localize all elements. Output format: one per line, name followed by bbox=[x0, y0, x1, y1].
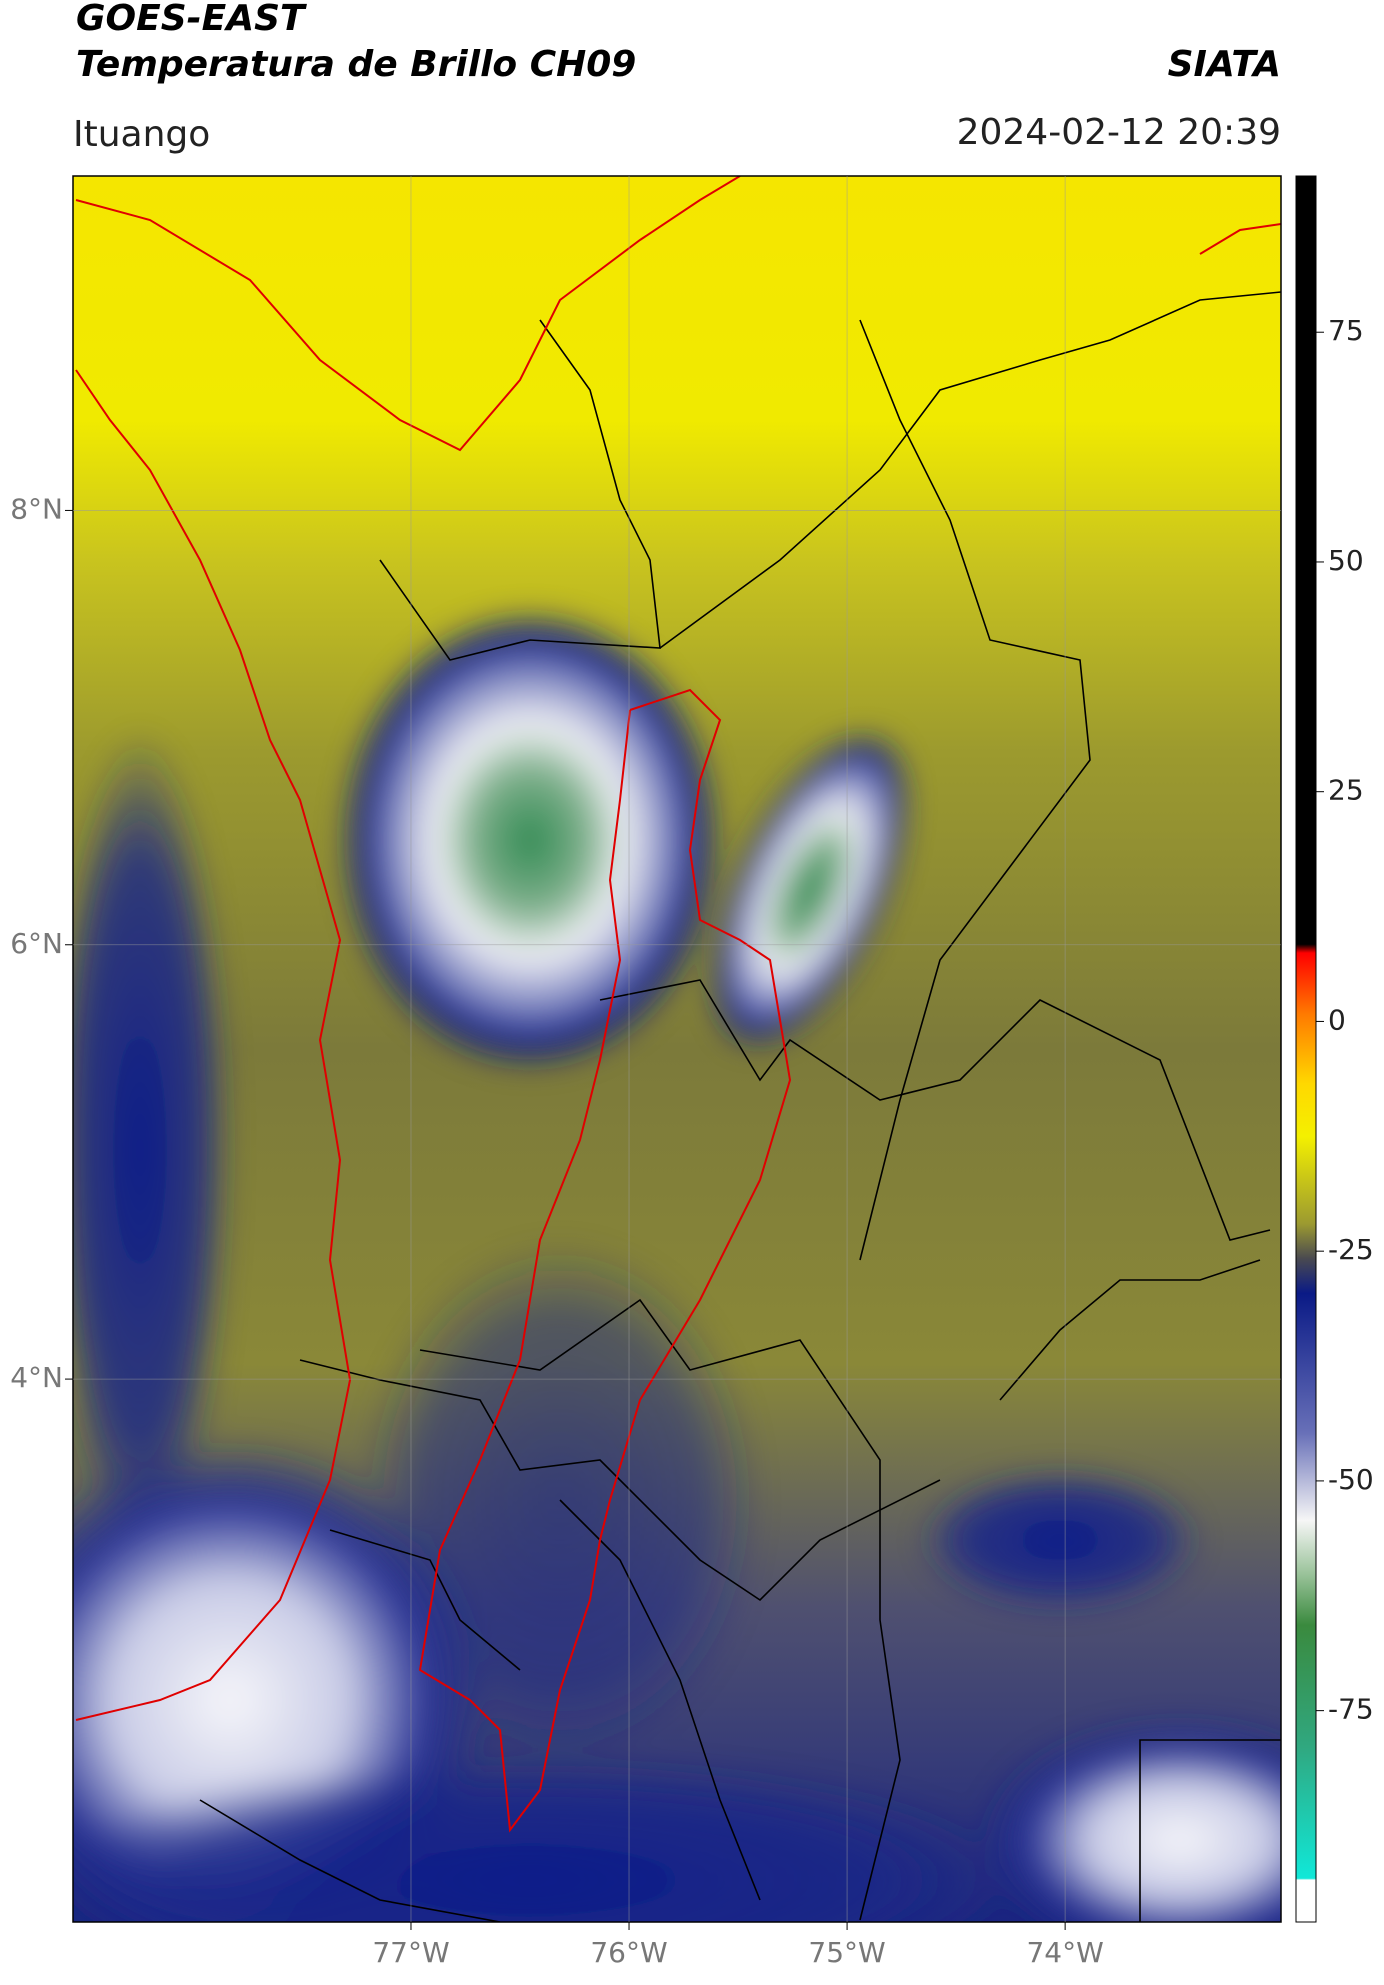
colorbar-label: 25 bbox=[1328, 774, 1364, 807]
red-borders bbox=[75, 176, 1281, 1833]
clouds bbox=[73, 610, 1281, 1922]
x-tick-label: 74°W bbox=[1026, 1936, 1103, 1969]
map bbox=[73, 176, 1281, 1922]
x-tick-label: 75°W bbox=[808, 1936, 885, 1969]
y-tick-label: 4°N bbox=[10, 1361, 63, 1394]
source: SIATA bbox=[1168, 44, 1281, 85]
location: Ituango bbox=[73, 114, 210, 155]
x-tick-label: 77°W bbox=[372, 1936, 449, 1969]
colorbar-label: 75 bbox=[1328, 314, 1364, 347]
colorbar-label: 0 bbox=[1328, 1003, 1346, 1036]
colorbar-label: -25 bbox=[1328, 1233, 1374, 1266]
y-tick-label: 6°N bbox=[10, 927, 63, 960]
colorbar-label: -50 bbox=[1328, 1463, 1374, 1496]
colorbar-label: -75 bbox=[1328, 1693, 1374, 1726]
colorbar bbox=[1295, 175, 1317, 1923]
subtitle: Temperatura de Brillo CH09 bbox=[76, 44, 636, 85]
map-frame bbox=[72, 175, 1282, 1923]
colorbar-label: 50 bbox=[1328, 544, 1364, 577]
timestamp: 2024-02-12 20:39 bbox=[957, 112, 1281, 153]
y-tick-label: 8°N bbox=[10, 492, 63, 525]
admin-borders bbox=[199, 291, 1281, 1922]
x-tick-label: 76°W bbox=[590, 1936, 667, 1969]
title: GOES-EAST bbox=[76, 0, 307, 39]
